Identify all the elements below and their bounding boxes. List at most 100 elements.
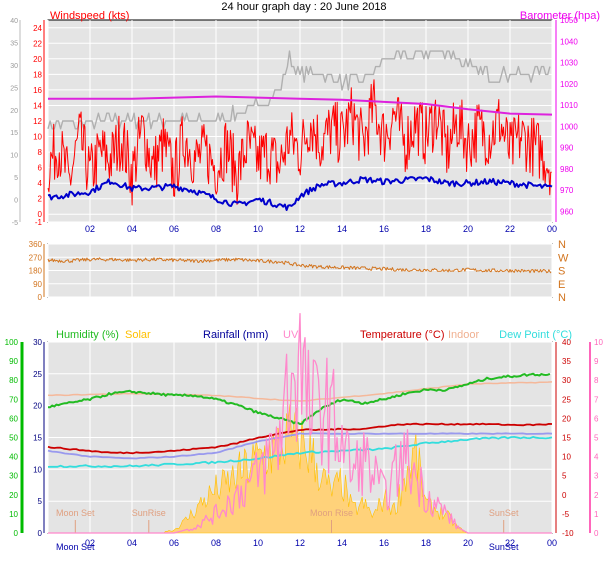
wind-outer-tick-label: 20	[10, 108, 18, 115]
x-tick-label: 04	[127, 538, 137, 548]
humidity-legend: Humidity (%)	[56, 329, 119, 341]
x-tick-label: 16	[379, 224, 389, 234]
baro-axis-title: Barometer (hpa)	[520, 10, 600, 22]
humidity-tick-label: 70	[9, 395, 18, 404]
temp-tick-label: 5	[562, 472, 567, 481]
uv-tick-label: 7	[594, 395, 599, 404]
wind-direction-line	[47, 257, 552, 274]
compass-label: S	[558, 266, 565, 278]
compass-label: N	[558, 292, 566, 304]
humidity-tick-label: 60	[9, 414, 18, 423]
uv-tick-label: 2	[594, 491, 599, 500]
uv-line	[48, 312, 552, 534]
direction-tick-label: 360	[29, 240, 43, 249]
wind-outer-tick-label: 0	[14, 198, 18, 205]
rainfall-legend: Rainfall (mm)	[203, 329, 268, 341]
baro-right-tick-label: 1050	[560, 16, 578, 25]
sun-moon-label: SunRise	[132, 508, 166, 518]
compass-label: W	[558, 252, 569, 264]
humidity-tick-label: 10	[9, 510, 18, 519]
uv-tick-label: 10	[594, 338, 603, 347]
rain-tick-label: 10	[33, 465, 42, 474]
x-tick-label: 08	[211, 538, 221, 548]
x-tick-label: 18	[421, 538, 431, 548]
wind-left-tick-label: 18	[33, 70, 42, 79]
x-event-label: Moon Set	[56, 542, 95, 552]
x-tick-label: 20	[463, 538, 473, 548]
rain-tick-label: 15	[33, 434, 42, 443]
temp-tick-label: 25	[562, 395, 571, 404]
humidity-tick-label: 90	[9, 357, 18, 366]
x-tick-label: 14	[337, 538, 347, 548]
wind-left-tick-label: 14	[33, 102, 42, 111]
x-tick-label: 10	[253, 538, 263, 548]
baro-right-tick-label: 980	[560, 165, 574, 174]
wind-outer-tick-label: 25	[10, 85, 18, 92]
baro-right-tick-label: 1010	[560, 101, 578, 110]
rain-tick-label: 25	[33, 370, 42, 379]
x-tick-label: 18	[421, 224, 431, 234]
x-tick-label: 12	[295, 224, 305, 234]
x-tick-label: 06	[169, 538, 179, 548]
uv-tick-label: 3	[594, 472, 599, 481]
indoor-legend: Indoor	[448, 329, 480, 341]
wind-average-line	[47, 176, 553, 211]
x-tick-label: 12	[295, 538, 305, 548]
uv-tick-label: 0	[594, 529, 599, 538]
sun-moon-label: Moon Rise	[310, 508, 353, 518]
wind-left-tick-label: 6	[38, 164, 43, 173]
x-tick-label: 08	[211, 224, 221, 234]
feels-like-line	[47, 432, 553, 460]
wind-outer-tick-label: -5	[12, 220, 18, 227]
x-tick-label: 14	[337, 224, 347, 234]
wind-outer-tick-label: 10	[10, 153, 18, 160]
x-tick-label: 20	[463, 224, 473, 234]
sun-moon-label: Moon Set	[56, 508, 95, 518]
wind-speed-line	[47, 79, 552, 206]
temp-tick-label: 15	[562, 434, 571, 443]
wind-left-tick-label: 22	[33, 39, 42, 48]
rain-tick-label: 30	[33, 338, 42, 347]
wind-left-tick-label: 16	[33, 86, 42, 95]
temperature-line	[47, 422, 553, 455]
wind-left-tick-label: 8	[38, 148, 43, 157]
compass-label: N	[558, 239, 566, 251]
sun-moon-label: SunSet	[489, 508, 519, 518]
temp-tick-label: 40	[562, 338, 571, 347]
x-tick-label: 00	[547, 538, 557, 548]
humidity-tick-label: 30	[9, 472, 18, 481]
x-tick-label: 22	[505, 538, 515, 548]
rain-tick-label: 5	[38, 497, 43, 506]
x-tick-label: 22	[505, 224, 515, 234]
wind-outer-tick-label: 35	[10, 40, 18, 47]
humidity-line	[48, 372, 551, 425]
wind-outer-tick-label: 30	[10, 63, 18, 70]
dew-point-legend: Dew Point (°C)	[499, 329, 572, 341]
baro-right-tick-label: 960	[560, 207, 574, 216]
baro-right-tick-label: 990	[560, 144, 574, 153]
baro-right-tick-label: 1040	[560, 37, 578, 46]
temp-tick-label: 35	[562, 357, 571, 366]
temp-tick-label: 0	[562, 491, 567, 500]
wind-left-tick-label: -1	[35, 218, 43, 227]
temperature-legend: Temperature (°C)	[360, 329, 444, 341]
wind-axis-title: Windspeed (kts)	[50, 10, 129, 22]
barometer-line	[48, 95, 553, 116]
x-tick-label: 06	[169, 224, 179, 234]
uv-tick-label: 1	[594, 510, 599, 519]
baro-right-tick-label: 1020	[560, 80, 578, 89]
wind-left-tick-label: 24	[33, 24, 42, 33]
rain-tick-label: 20	[33, 402, 42, 411]
x-tick-label: 04	[127, 224, 137, 234]
baro-right-tick-label: 1030	[560, 59, 578, 68]
gust-line	[47, 50, 551, 130]
humidity-tick-label: 50	[9, 434, 18, 443]
x-tick-label: 02	[85, 538, 95, 548]
x-tick-label: 00	[547, 224, 557, 234]
temp-tick-label: -5	[562, 510, 570, 519]
direction-tick-label: 180	[29, 267, 43, 276]
uv-tick-label: 9	[594, 357, 599, 366]
temp-tick-label: 20	[562, 414, 571, 423]
humidity-tick-label: 80	[9, 376, 18, 385]
